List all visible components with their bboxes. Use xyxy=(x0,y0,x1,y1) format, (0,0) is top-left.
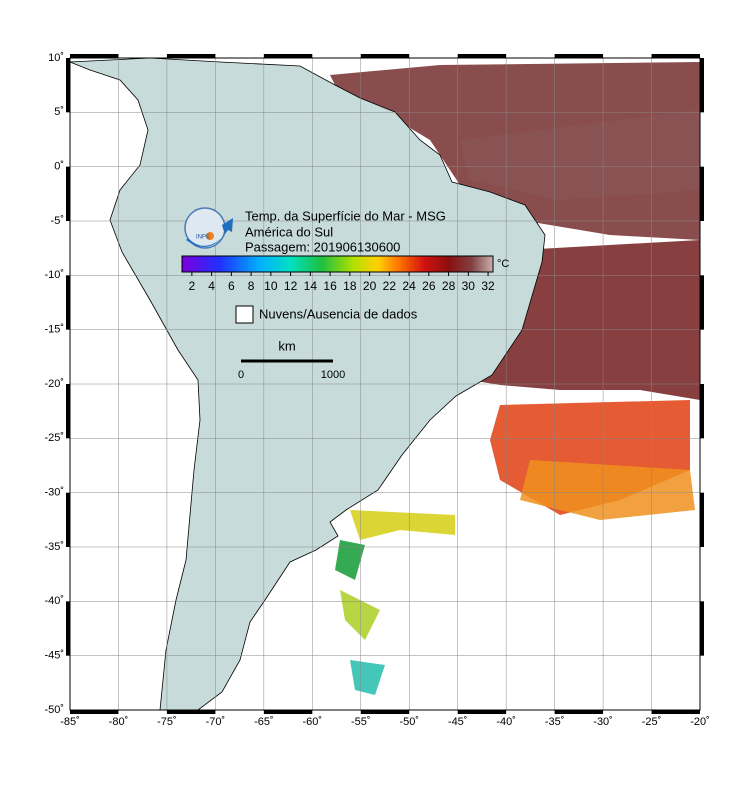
colorbar-tick-label: 12 xyxy=(284,279,298,293)
frame-segment xyxy=(360,710,410,714)
lon-tick-label: -40˚ xyxy=(496,716,516,728)
colorbar-tick-label: 22 xyxy=(383,279,397,293)
lat-tick-label: -30˚ xyxy=(44,487,64,499)
colorbar-tick-label: 26 xyxy=(422,279,436,293)
lon-tick-label: -70˚ xyxy=(206,716,226,728)
frame-segment xyxy=(700,58,704,113)
colorbar-tick-label: 2 xyxy=(189,279,196,293)
frame-segment xyxy=(66,166,70,221)
scale-unit: km xyxy=(278,338,295,353)
frame-segment xyxy=(554,54,604,58)
colorbar-tick-label: 8 xyxy=(248,279,255,293)
frame-segment xyxy=(66,384,70,439)
colorbar-tick-label: 4 xyxy=(208,279,215,293)
scale-end: 1000 xyxy=(321,369,345,381)
lat-tick-label: 0˚ xyxy=(54,161,64,173)
lat-tick-label: -40˚ xyxy=(44,595,64,607)
lon-tick-label: -30˚ xyxy=(593,716,613,728)
lon-tick-label: -35˚ xyxy=(545,716,565,728)
frame-segment xyxy=(700,492,704,547)
frame-segment xyxy=(66,601,70,656)
frame-segment xyxy=(700,384,704,439)
colorbar-tick-label: 10 xyxy=(264,279,278,293)
title-line: Passagem: 201906130600 xyxy=(245,239,400,254)
colorbar-tick-label: 6 xyxy=(228,279,235,293)
frame-segment xyxy=(700,166,704,221)
frame-segment xyxy=(554,710,604,714)
lat-tick-label: -35˚ xyxy=(44,541,64,553)
frame-segment xyxy=(263,710,313,714)
lon-tick-label: -50˚ xyxy=(399,716,419,728)
lat-tick-label: 10˚ xyxy=(48,52,64,64)
lon-tick-label: -85˚ xyxy=(60,716,80,728)
colorbar-unit: °C xyxy=(497,258,509,270)
frame-segment xyxy=(70,710,119,714)
frame-segment xyxy=(263,54,313,58)
legend-label: Nuvens/Ausencia de dados xyxy=(259,306,418,321)
colorbar-tick-label: 24 xyxy=(402,279,416,293)
frame-segment xyxy=(457,54,507,58)
lon-tick-label: -45˚ xyxy=(448,716,468,728)
frame-segment xyxy=(457,710,507,714)
lon-tick-label: -60˚ xyxy=(303,716,323,728)
lon-tick-label: -20˚ xyxy=(690,716,710,728)
frame-segment xyxy=(651,710,700,714)
lat-tick-label: -20˚ xyxy=(44,378,64,390)
frame-segment xyxy=(66,492,70,547)
frame-segment xyxy=(651,54,700,58)
scale-start: 0 xyxy=(238,369,244,381)
lat-tick-label: -15˚ xyxy=(44,324,64,336)
lon-tick-label: -80˚ xyxy=(109,716,129,728)
lat-tick-label: 5˚ xyxy=(54,106,64,118)
colorbar-tick-label: 16 xyxy=(323,279,337,293)
logo: INPE xyxy=(184,207,233,249)
lat-tick-label: -45˚ xyxy=(44,650,64,662)
sst-patches xyxy=(330,62,700,695)
lat-tick-label: -5˚ xyxy=(51,215,64,227)
no-data-swatch xyxy=(235,305,254,324)
colorbar-tick-label: 14 xyxy=(304,279,318,293)
title-line: Temp. da Superfície do Mar - MSG xyxy=(245,208,446,223)
lat-tick-label: -10˚ xyxy=(44,269,64,281)
frame-segment xyxy=(360,54,410,58)
colorbar-tick-label: 20 xyxy=(363,279,377,293)
colorbar-tick-label: 18 xyxy=(343,279,357,293)
lon-tick-label: -65˚ xyxy=(254,716,274,728)
map-frame xyxy=(69,57,701,711)
title-line: América do Sul xyxy=(245,224,333,239)
lon-tick-label: -75˚ xyxy=(157,716,177,728)
lat-tick-label: -25˚ xyxy=(44,432,64,444)
frame-segment xyxy=(700,601,704,656)
colorbar-tick-label: 28 xyxy=(442,279,456,293)
frame-segment xyxy=(700,275,704,330)
frame-segment xyxy=(166,710,216,714)
frame-segment xyxy=(166,54,216,58)
frame-segment xyxy=(66,275,70,330)
frame-border xyxy=(69,57,701,711)
colorbar xyxy=(181,255,494,273)
colorbar-tick-label: 32 xyxy=(481,279,495,293)
lat-tick-label: -50˚ xyxy=(44,704,64,716)
lon-tick-label: -25˚ xyxy=(642,716,662,728)
logo-text: INPE xyxy=(196,235,210,241)
lon-tick-label: -55˚ xyxy=(351,716,371,728)
frame-segment xyxy=(66,58,70,113)
frame-segment xyxy=(70,54,119,58)
colorbar-tick-label: 30 xyxy=(462,279,476,293)
